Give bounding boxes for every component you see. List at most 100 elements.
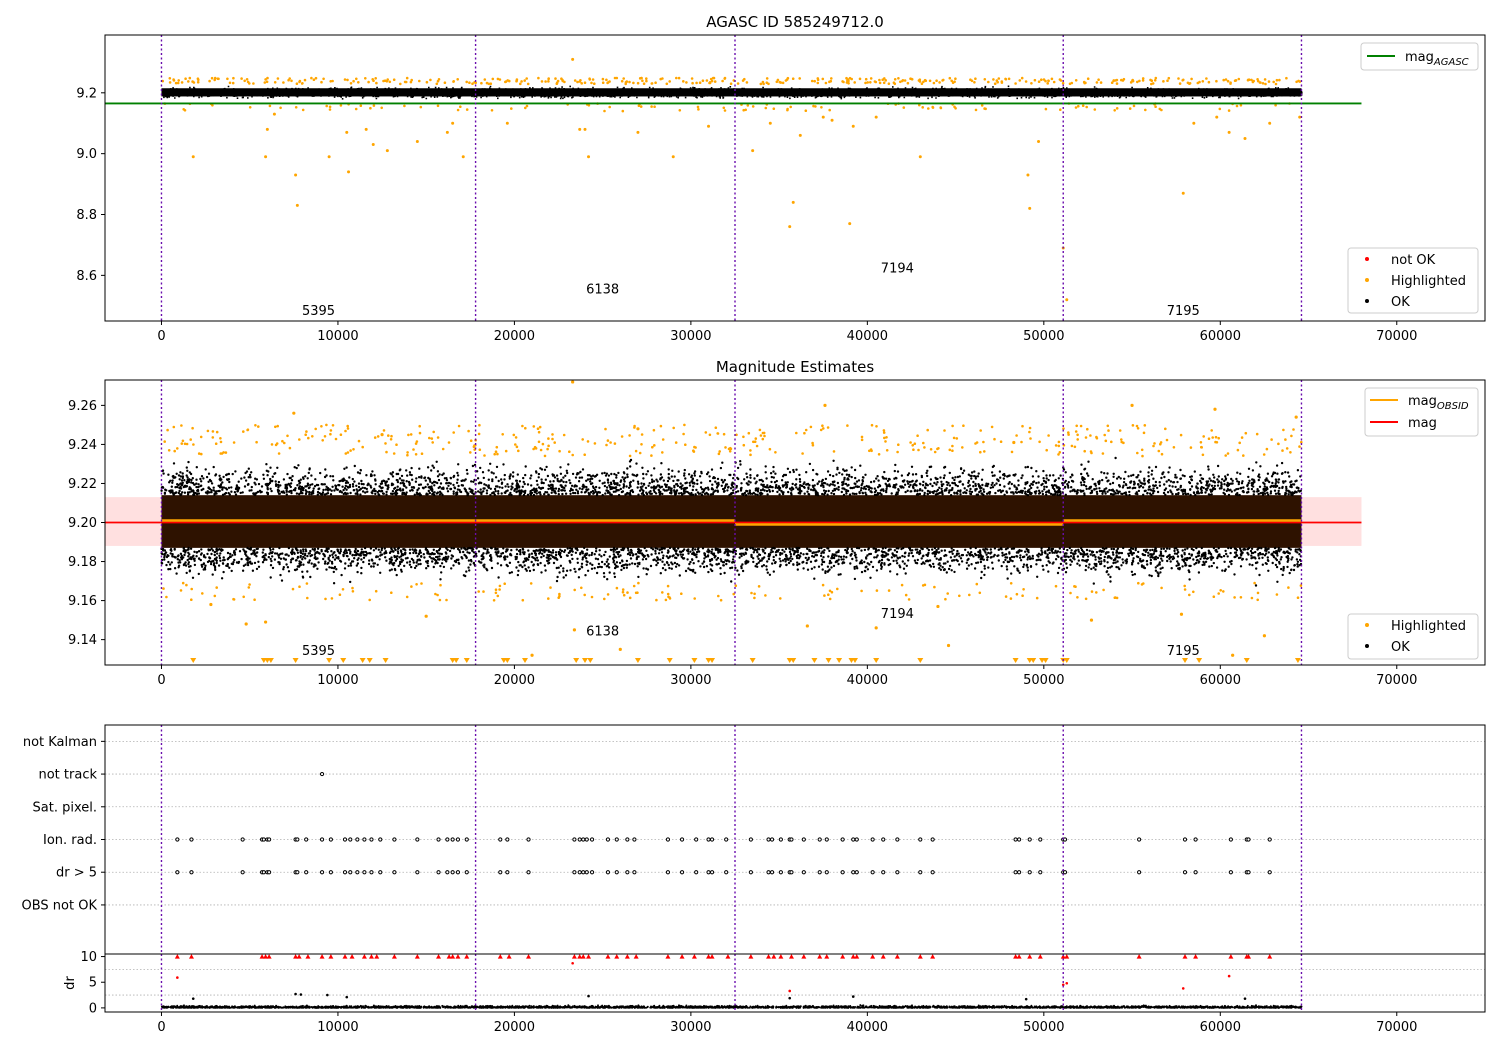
dr-clipped-high-marker: [446, 954, 452, 959]
legend-marker-swatch: [1365, 257, 1369, 261]
x-tick-label: 60000: [1200, 673, 1241, 688]
x-tick-label: 70000: [1376, 673, 1417, 688]
dr-point: [191, 997, 195, 1000]
highlighted-point: [851, 124, 855, 128]
flag-point: [1038, 870, 1043, 875]
flag-point: [881, 870, 886, 875]
clipped-low-marker: [709, 658, 716, 663]
flag-point: [445, 837, 450, 842]
flag-point: [328, 870, 333, 875]
legend-top-box: [1360, 42, 1479, 71]
dr-clipped-high-marker: [771, 954, 777, 959]
clipped-low-marker: [190, 658, 197, 663]
ok-points: [161, 85, 1303, 100]
flag-point: [355, 870, 360, 875]
legend-label: OK: [1391, 295, 1410, 310]
magnitude-axes-frame: [104, 379, 1486, 666]
x-tick-label: 10000: [317, 673, 358, 688]
highlighted-point: [936, 604, 940, 609]
clipped-low-marker: [453, 658, 460, 663]
dr-ok-point-cloud: [160, 1004, 1303, 1009]
flag-category-label: OBS not OK: [22, 898, 98, 913]
flag-point: [694, 870, 699, 875]
flag-point: [189, 870, 194, 875]
dr-clipped-high-marker: [850, 954, 856, 959]
highlighted-point: [587, 155, 591, 159]
dr-point: [851, 995, 855, 998]
flag-point: [881, 837, 886, 842]
flag-point: [1267, 870, 1272, 875]
legend-bottom: Highlighted OK: [1347, 613, 1479, 660]
flag-point: [189, 837, 194, 842]
clipped-low-marker: [1294, 658, 1301, 663]
highlighted-point: [571, 57, 575, 61]
dr-clipped-high-marker: [1228, 954, 1234, 959]
x-tick-label: 40000: [847, 1020, 888, 1035]
flag-point: [498, 837, 503, 842]
dr-clipped-high-marker: [455, 954, 461, 959]
highlighted-point: [874, 115, 878, 119]
clipped-low-marker: [1182, 658, 1188, 663]
highlighted-point: [1089, 618, 1094, 622]
highlighted-point: [1192, 121, 1196, 125]
flag-point: [1027, 837, 1032, 842]
flag-point: [801, 870, 806, 875]
x-tick-label: 20000: [494, 329, 535, 344]
flag-point: [295, 837, 300, 842]
dr-clipped-high-marker: [506, 954, 512, 959]
flag-point: [918, 837, 923, 842]
flag-point: [632, 870, 637, 875]
flag-point: [240, 870, 245, 875]
y-tick-label: 9.16: [68, 594, 97, 609]
legend-top: magAGASC: [1360, 42, 1479, 71]
flag-point: [175, 870, 180, 875]
flag-point: [319, 771, 325, 777]
magnitude-estimates-title: Magnitude Estimates: [716, 358, 874, 376]
flag-category-label: Sat. pixel.: [33, 800, 97, 815]
dr-clipped-high-marker: [870, 954, 876, 959]
highlighted-point: [618, 647, 622, 651]
highlighted-point: [345, 130, 349, 134]
clipped-low-marker: [382, 658, 389, 663]
y-tick-label: 10: [80, 950, 97, 965]
x-tick-label: 50000: [1023, 673, 1064, 688]
flag-point: [1013, 837, 1018, 842]
dr-clipped-high-marker: [605, 954, 611, 959]
clipped-low-marker: [691, 658, 698, 663]
dr-clipped-high-marker: [854, 954, 860, 959]
flag-point: [679, 837, 685, 842]
flag-point: [706, 837, 711, 842]
flag-point: [789, 837, 794, 842]
highlighted-point: [371, 143, 375, 147]
dr-clipped-high-marker: [577, 954, 583, 959]
flag-point: [581, 837, 586, 842]
highlighted-point: [707, 124, 711, 128]
x-tick-label: 0: [157, 673, 165, 688]
legend-bottom-box: [1347, 247, 1479, 314]
clipped-low-marker: [359, 658, 366, 663]
highlighted-point: [1012, 440, 1016, 445]
legend-top: magOBSID mag: [1364, 387, 1479, 437]
flag-point: [348, 870, 353, 875]
clipped-low-marker: [587, 658, 594, 663]
x-tick-label: 20000: [494, 673, 535, 688]
y-tick-label: 9.24: [68, 438, 97, 453]
flag-point: [605, 870, 611, 875]
highlighted-points: [162, 380, 1303, 663]
flag-point: [581, 870, 586, 875]
dr-clipped-high-marker: [748, 954, 754, 959]
flag-point: [450, 837, 455, 842]
flag-point: [355, 837, 360, 842]
dr-clipped-high-marker: [391, 954, 397, 959]
dr-clipped-high-marker: [263, 954, 269, 959]
highlighted-point: [1262, 634, 1267, 638]
x-tick-label: 40000: [847, 673, 888, 688]
clipped-low-marker: [1063, 658, 1070, 663]
obsid-label: 5395: [302, 304, 335, 319]
flag-point: [1137, 837, 1142, 842]
y-tick-label: 8.8: [76, 208, 97, 223]
obsid-label: 7194: [881, 261, 914, 276]
flag-point: [769, 837, 775, 842]
flag-point: [319, 870, 325, 875]
highlighted-point: [295, 203, 299, 207]
